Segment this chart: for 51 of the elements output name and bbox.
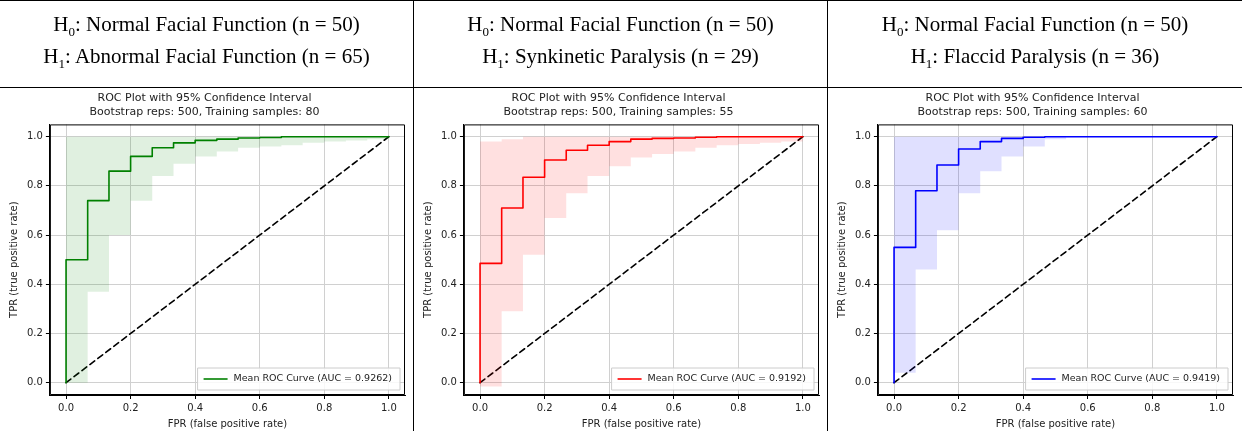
y-tick-label: 0.6 bbox=[441, 228, 457, 240]
x-axis-title: FPR (false positive rate) bbox=[167, 417, 288, 429]
y-tick-label: 0.4 bbox=[27, 277, 43, 289]
chart-title: H$_{0}$: Normal Facial Function (n = 50) H$_{1}$: Flaccid Paralysis (n = 36) bbox=[881, 11, 1189, 74]
chart-subtitle: ROC Plot with 95% Confidence Interval Bootstrap reps: 500, Training samples: 80 bbox=[89, 91, 320, 118]
y-tick-label: 0.8 bbox=[441, 179, 457, 191]
y-axis-title: TPR (true positive rate) bbox=[7, 201, 19, 319]
x-axis-title: FPR (false positive rate) bbox=[581, 417, 702, 429]
y-tick-label: 1.0 bbox=[27, 130, 43, 142]
y-tick-label: 0.2 bbox=[27, 327, 43, 339]
x-tick-label: 0.2 bbox=[122, 401, 139, 413]
y-tick-label: 0.2 bbox=[855, 327, 871, 339]
chart-subtitle: ROC Plot with 95% Confidence Interval Bootstrap reps: 500, Training samples: 60 bbox=[917, 91, 1148, 118]
y-tick-label: 0.0 bbox=[27, 376, 43, 388]
x-tick-label: 0.4 bbox=[1015, 401, 1032, 413]
y-tick-label: 0.6 bbox=[27, 228, 43, 240]
y-tick-label: 0.4 bbox=[855, 277, 871, 289]
y-tick-label: 0.8 bbox=[855, 179, 871, 191]
x-tick-label: 0.4 bbox=[601, 401, 618, 413]
y-tick-label: 0.2 bbox=[441, 327, 457, 339]
x-tick-label: 1.0 bbox=[380, 401, 397, 413]
y-tick-label: 1.0 bbox=[441, 130, 457, 142]
y-tick-label: 0.8 bbox=[27, 179, 43, 191]
y-tick-label: 0.0 bbox=[441, 376, 457, 388]
x-tick-label: 0.0 bbox=[886, 401, 902, 413]
y-tick-label: 0.6 bbox=[855, 228, 871, 240]
x-tick-label: 0.4 bbox=[187, 401, 204, 413]
legend-label: Mean ROC Curve (AUC = 0.9192) bbox=[647, 372, 806, 384]
chart-title: H$_{0}$: Normal Facial Function (n = 50) H$_{1}$: Abnormal Facial Function (n = 65) bbox=[43, 11, 370, 74]
y-axis-title: TPR (true positive rate) bbox=[421, 201, 433, 319]
y-tick-label: 1.0 bbox=[855, 130, 871, 142]
y-tick-label: 0.4 bbox=[441, 277, 457, 289]
x-tick-label: 0.2 bbox=[536, 401, 553, 413]
x-tick-label: 0.0 bbox=[472, 401, 488, 413]
x-tick-label: 0.2 bbox=[950, 401, 967, 413]
y-axis-title: TPR (true positive rate) bbox=[835, 201, 847, 319]
x-tick-label: 0.6 bbox=[1079, 401, 1096, 413]
chart-subtitle: ROC Plot with 95% Confidence Interval Bootstrap reps: 500, Training samples: 55 bbox=[503, 91, 734, 118]
legend-label: Mean ROC Curve (AUC = 0.9262) bbox=[233, 372, 392, 384]
x-axis-title: FPR (false positive rate) bbox=[995, 417, 1116, 429]
legend-label: Mean ROC Curve (AUC = 0.9419) bbox=[1061, 372, 1220, 384]
x-tick-label: 0.0 bbox=[58, 401, 74, 413]
x-tick-label: 0.8 bbox=[316, 401, 333, 413]
x-tick-label: 0.8 bbox=[730, 401, 747, 413]
x-tick-label: 1.0 bbox=[1208, 401, 1225, 413]
y-tick-label: 0.0 bbox=[855, 376, 871, 388]
x-tick-label: 0.6 bbox=[665, 401, 682, 413]
x-tick-label: 0.6 bbox=[251, 401, 268, 413]
x-tick-label: 0.8 bbox=[1144, 401, 1161, 413]
chart-title: H$_{0}$: Normal Facial Function (n = 50) H$_{1}$: Synkinetic Paralysis (n = 29) bbox=[467, 11, 774, 74]
x-tick-label: 1.0 bbox=[794, 401, 811, 413]
